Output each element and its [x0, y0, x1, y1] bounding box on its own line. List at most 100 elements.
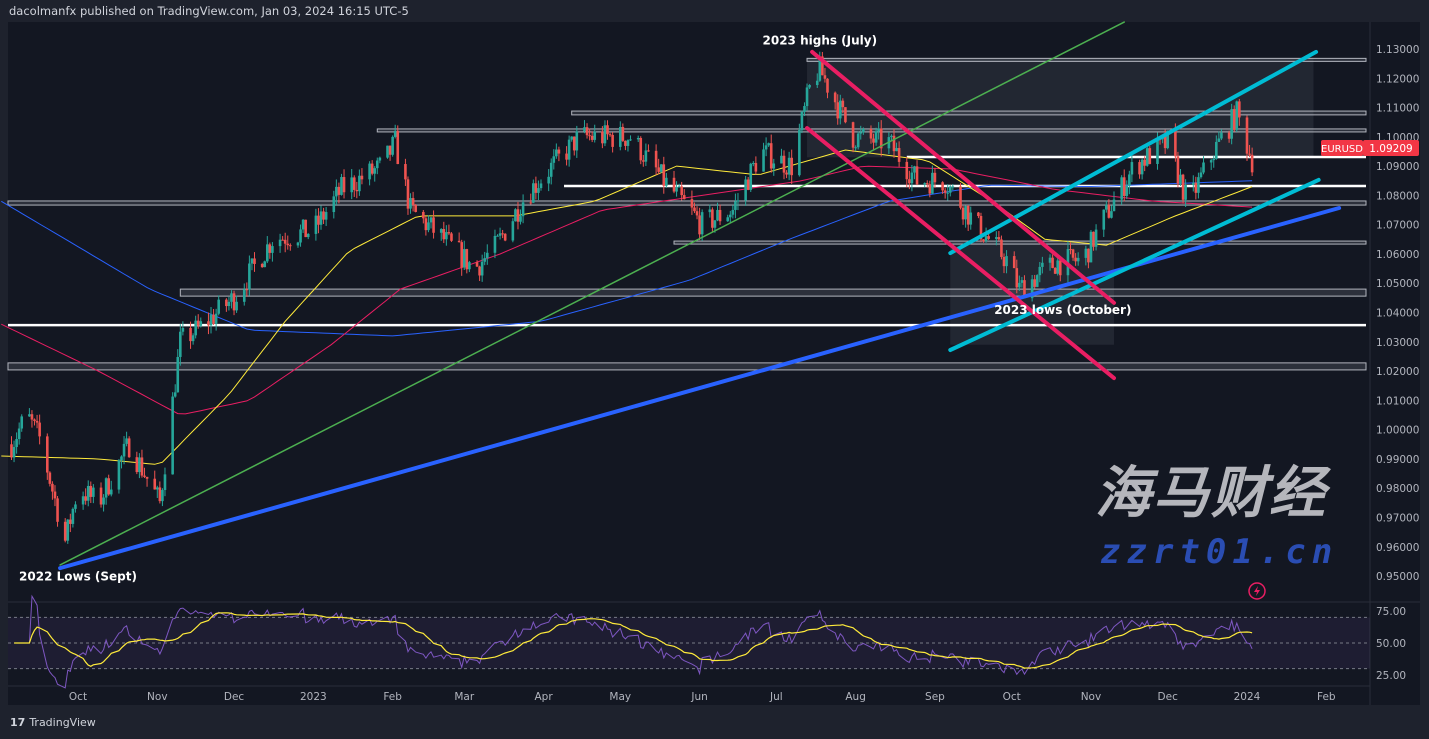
trendlines-layer: [58, 21, 1342, 571]
candle-body: [265, 244, 269, 262]
candle-body: [493, 235, 497, 253]
price-tick-label: 1.11000: [1376, 103, 1419, 115]
candle-body: [948, 186, 952, 193]
candle-body: [1197, 177, 1200, 193]
time-tick-label: Oct: [1003, 691, 1021, 703]
candle-body: [1105, 204, 1108, 210]
symbol-tag: [1321, 140, 1363, 156]
candle-body: [335, 186, 338, 197]
candle-body: [122, 443, 126, 457]
candle-body: [1094, 229, 1098, 247]
candle-body: [529, 202, 533, 204]
trendline: [59, 21, 1125, 566]
tv-brand: TradingView: [29, 716, 96, 729]
candle-body: [1071, 249, 1075, 258]
candle-body: [358, 175, 361, 192]
candle-body: [411, 198, 415, 205]
footer-bar: 17 TradingView: [0, 708, 1429, 739]
time-tick-label: Dec: [1158, 691, 1179, 703]
candle-body: [675, 187, 678, 192]
candle-body: [511, 221, 515, 241]
candle-body: [89, 485, 93, 497]
price-label: EURUSD 1.09209: [1321, 140, 1419, 156]
candle-body: [977, 212, 980, 217]
tradingview-logo[interactable]: 17 TradingView: [10, 716, 96, 729]
chart-background: [8, 22, 1420, 705]
time-tick-label: Dec: [224, 691, 245, 703]
candle-body: [611, 134, 614, 147]
candle-body: [158, 487, 162, 502]
price-axis[interactable]: 1.130001.120001.110001.100001.090001.080…: [1376, 44, 1419, 583]
candle-body: [35, 420, 39, 423]
candle-body: [711, 209, 714, 228]
candle-body: [281, 239, 284, 241]
time-axis[interactable]: Oct Nov Dec 2023 Feb Mar Apr May Jun Jul Aug Sep Oct…: [69, 691, 1336, 703]
candle-body: [754, 163, 758, 172]
candle-body: [995, 237, 998, 239]
candle-body: [567, 139, 571, 160]
candle-body: [931, 172, 934, 194]
candle-body: [368, 163, 371, 180]
candle-body: [1250, 154, 1254, 173]
candle-body: [713, 220, 717, 228]
annotation-label: 2023 highs (July): [763, 34, 878, 48]
candle-body: [107, 478, 110, 495]
symbol-label: EURUSD: [1321, 144, 1363, 155]
candle-body: [872, 138, 875, 143]
horizontal-zone: [673, 240, 1367, 245]
candle-body: [409, 198, 412, 209]
rsi-tick-label: 75.00: [1376, 606, 1406, 618]
candle-body: [539, 183, 543, 189]
candle-body: [782, 155, 786, 173]
candle-body: [181, 327, 185, 332]
candle-body: [647, 150, 650, 152]
candle-body: [393, 130, 397, 137]
price-tick-label: 1.13000: [1376, 44, 1419, 56]
rsi-pane: 75.00 50.00 25.00: [8, 594, 1406, 689]
candle-body: [1217, 138, 1221, 142]
candle-body: [153, 478, 157, 490]
price-tick-label: 1.05000: [1376, 278, 1419, 290]
candle-body: [1145, 148, 1149, 166]
candle-body: [1163, 136, 1167, 149]
candle-body: [199, 321, 203, 326]
candle-body: [342, 177, 346, 193]
rsi-tick-label: 25.00: [1376, 670, 1406, 682]
price-tick-label: 1.04000: [1376, 308, 1419, 320]
candle-body: [728, 214, 732, 218]
candle-body: [624, 140, 627, 146]
candle-body: [798, 130, 801, 176]
candle-body: [841, 100, 845, 108]
candle-body: [746, 179, 750, 190]
candle-body: [964, 205, 967, 220]
candle-body: [537, 188, 540, 193]
candle-body: [833, 92, 837, 103]
candle-body: [319, 211, 323, 225]
candle-body: [1191, 182, 1195, 185]
candle-body: [1130, 162, 1134, 175]
candle-body: [557, 149, 561, 154]
candle-body: [1125, 185, 1129, 196]
candle-body: [286, 243, 290, 246]
candle-body: [378, 157, 382, 161]
price-chart[interactable]: 2023 highs (July) 2023 lows (October) 2022…: [0, 0, 1429, 708]
tv-logo-mark: 17: [10, 716, 26, 729]
candle-body: [475, 262, 479, 267]
candle-body: [253, 258, 256, 264]
candle-body: [925, 183, 929, 185]
candle-body: [432, 217, 435, 233]
candle-body: [396, 130, 400, 165]
candle-body: [317, 215, 320, 225]
candle-body: [915, 166, 919, 185]
lightning-icon[interactable]: [1248, 582, 1266, 600]
rsi-signal-line: [14, 612, 1253, 669]
candle-body: [961, 207, 965, 220]
candle-body: [102, 497, 105, 505]
candle-body: [570, 136, 573, 140]
candle-body: [1215, 141, 1218, 159]
candle-body: [618, 126, 622, 147]
candle-body: [695, 211, 699, 216]
candle-body: [769, 143, 773, 169]
candle-body: [86, 485, 90, 501]
candle-body: [785, 172, 788, 175]
